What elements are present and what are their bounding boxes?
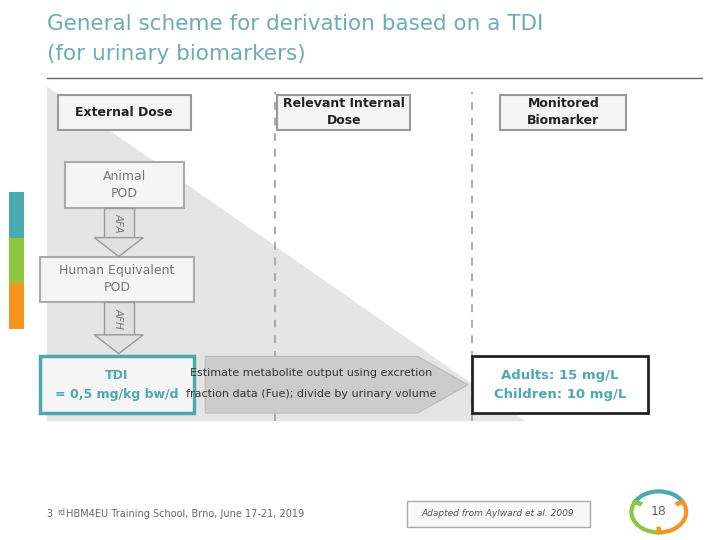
Text: TDI
= 0,5 mg/kg bw/d: TDI = 0,5 mg/kg bw/d: [55, 369, 179, 401]
FancyBboxPatch shape: [407, 501, 590, 526]
FancyBboxPatch shape: [40, 256, 194, 302]
Text: AFH: AFH: [114, 308, 124, 329]
Polygon shape: [47, 86, 526, 421]
Text: External Dose: External Dose: [76, 105, 173, 119]
Text: AFA: AFA: [114, 213, 124, 233]
Bar: [9, 284, 24, 329]
Text: Estimate metabolite output using excretion: Estimate metabolite output using excreti…: [190, 368, 433, 378]
Text: Adults: 15 mg/L
Children: 10 mg/L: Adults: 15 mg/L Children: 10 mg/L: [494, 369, 626, 401]
Bar: [104, 208, 134, 238]
Text: fraction data (Fue); divide by urinary volume: fraction data (Fue); divide by urinary v…: [186, 389, 436, 400]
FancyBboxPatch shape: [40, 356, 194, 413]
Text: General scheme for derivation based on a TDI: General scheme for derivation based on a…: [47, 14, 543, 33]
Text: HBM4EU Training School, Brno, June 17-21, 2019: HBM4EU Training School, Brno, June 17-21…: [63, 509, 304, 519]
Text: 3: 3: [47, 509, 53, 519]
Polygon shape: [94, 335, 143, 354]
Text: Human Equivalent
POD: Human Equivalent POD: [59, 265, 175, 294]
FancyBboxPatch shape: [58, 94, 191, 130]
Text: rd: rd: [57, 508, 65, 517]
Bar: [104, 302, 134, 335]
Bar: [9, 238, 24, 284]
Bar: [9, 192, 24, 238]
Text: Adapted from Aylward et al. 2009: Adapted from Aylward et al. 2009: [422, 509, 575, 518]
Text: Monitored
Biomarker: Monitored Biomarker: [527, 97, 600, 127]
Circle shape: [639, 497, 678, 526]
FancyBboxPatch shape: [65, 162, 184, 208]
Text: 18: 18: [651, 505, 667, 518]
FancyBboxPatch shape: [277, 94, 410, 130]
Polygon shape: [94, 238, 143, 256]
FancyBboxPatch shape: [472, 356, 648, 413]
Text: Animal
POD: Animal POD: [102, 170, 146, 200]
FancyArrow shape: [205, 356, 468, 413]
Text: (for urinary biomarkers): (for urinary biomarkers): [47, 44, 305, 64]
FancyBboxPatch shape: [500, 94, 626, 130]
Text: Relevant Internal
Dose: Relevant Internal Dose: [283, 97, 405, 127]
